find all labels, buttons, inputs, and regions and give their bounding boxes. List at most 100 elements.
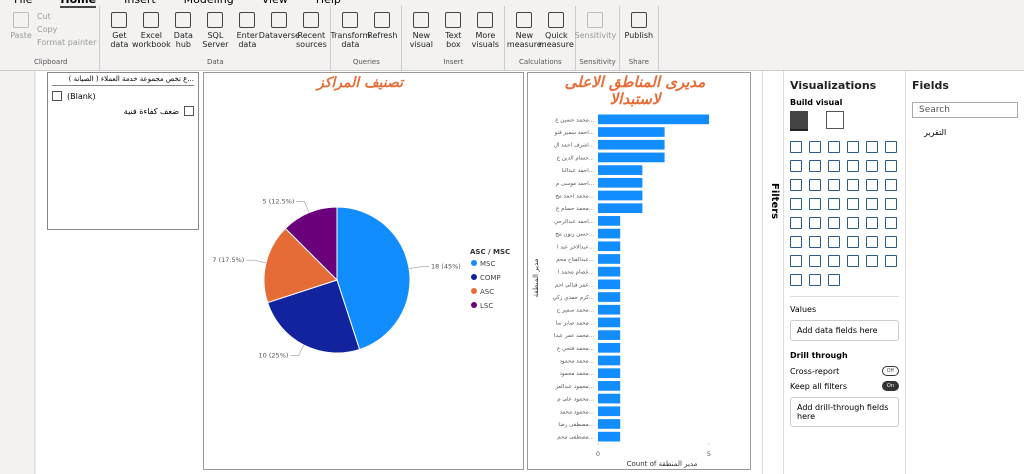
filters-title[interactable]: Filters — [769, 183, 780, 220]
search-box[interactable]: Search — [912, 102, 1018, 118]
ribbon-group: Get data Excel workbook Data hub SQL Server… — [100, 6, 332, 70]
visual-icon[interactable] — [828, 274, 840, 286]
visual-icon[interactable] — [885, 160, 897, 172]
visual-icon[interactable] — [885, 255, 897, 267]
ribbon-button[interactable]: Dataverse — [259, 6, 300, 40]
visual-icon[interactable] — [847, 141, 859, 153]
ribbon-button[interactable]: New visual — [406, 6, 436, 49]
button-label: New visual — [409, 31, 434, 49]
ribbon-button[interactable]: Enter data — [232, 6, 262, 49]
visual-icon[interactable] — [866, 236, 878, 248]
y-tick-label: محمود علي م... — [557, 397, 594, 403]
toggle[interactable]: On — [881, 381, 899, 391]
slicer-item[interactable]: (Blank) — [52, 91, 194, 101]
ribbon-tab[interactable]: View — [262, 0, 288, 8]
field-table[interactable]: التقرير — [924, 128, 947, 137]
visual-icon[interactable] — [885, 198, 897, 210]
ribbon-tab[interactable]: Help — [316, 0, 341, 8]
ribbon-button[interactable]: More visuals — [470, 6, 500, 49]
x-tick-label: 5 — [707, 450, 711, 458]
visual-icon[interactable] — [847, 160, 859, 172]
ribbon-button[interactable]: SQL Server — [200, 6, 230, 49]
visual-icon[interactable] — [809, 255, 821, 267]
visual-icon[interactable] — [790, 160, 802, 172]
slicer-label: ضعف كفاءة فنية — [123, 106, 179, 116]
pane-title: Visualizations — [790, 79, 877, 92]
y-tick-label: حسام الدين ع... — [557, 155, 594, 161]
ribbon-button[interactable]: Excel workbook — [132, 6, 171, 49]
visual-icon[interactable] — [828, 141, 840, 153]
visual-icon[interactable] — [885, 217, 897, 229]
bar — [598, 152, 665, 163]
ribbon-button[interactable]: Publish — [624, 6, 654, 40]
visual-icon[interactable] — [809, 141, 821, 153]
visual-icon[interactable] — [809, 160, 821, 172]
ribbon-button[interactable]: Transform data — [330, 6, 370, 49]
visual-icon[interactable] — [847, 217, 859, 229]
ribbon-button[interactable]: Quick measure — [539, 6, 574, 49]
visual-icon[interactable] — [885, 236, 897, 248]
visual-icon[interactable] — [828, 198, 840, 210]
ribbon-tab[interactable]: File — [14, 0, 32, 8]
ribbon-tab[interactable]: Modeling — [184, 0, 234, 8]
ribbon-group: New visual Text box More visuals Insert — [402, 6, 506, 70]
visual-icon[interactable] — [790, 179, 802, 191]
visual-icon[interactable] — [866, 198, 878, 210]
visual-icon[interactable] — [847, 255, 859, 267]
ribbon-button[interactable]: Recent sources — [296, 6, 327, 49]
ribbon-button[interactable]: Refresh — [367, 6, 397, 40]
slicer-item[interactable]: ضعف كفاءة فنية — [52, 106, 194, 116]
visual-icon[interactable] — [828, 160, 840, 172]
visual-icon[interactable] — [866, 141, 878, 153]
visual-icon[interactable] — [885, 179, 897, 191]
ribbon-button[interactable]: New measure — [507, 6, 542, 49]
visual-icon[interactable] — [809, 236, 821, 248]
visual-icon[interactable] — [866, 217, 878, 229]
ribbon-button[interactable]: Get data — [104, 6, 134, 49]
visual-icon[interactable] — [790, 141, 802, 153]
small-buttons: Cut Copy Format painter — [37, 12, 96, 47]
visual-icon[interactable] — [809, 198, 821, 210]
toggle[interactable]: Off — [881, 366, 899, 376]
visual-icon[interactable] — [790, 274, 802, 286]
visual-icon[interactable] — [809, 179, 821, 191]
visual-icon[interactable] — [885, 141, 897, 153]
ribbon-tab[interactable]: Insert — [124, 0, 156, 8]
visual-icon[interactable] — [828, 236, 840, 248]
visual-icon[interactable] — [847, 198, 859, 210]
bar — [598, 114, 709, 125]
visual-icon[interactable] — [828, 179, 840, 191]
visual-icon[interactable] — [790, 255, 802, 267]
visual-icon[interactable] — [866, 255, 878, 267]
visual-icon[interactable] — [828, 255, 840, 267]
visual-icon[interactable] — [790, 198, 802, 210]
y-tick-label: محمد محمود... — [559, 359, 594, 365]
ribbon-group: Paste Cut Copy Format painter Clipboard — [2, 6, 101, 70]
visual-icon[interactable] — [828, 217, 840, 229]
checkbox — [52, 91, 62, 101]
visual-icon[interactable] — [809, 274, 821, 286]
visual-icon[interactable] — [790, 217, 802, 229]
y-tick-label: محمد احمد مح... — [555, 194, 594, 200]
button-label: Transform data — [330, 31, 371, 49]
visual-icon[interactable] — [809, 217, 821, 229]
ribbon-button[interactable]: Sensitivity — [575, 6, 616, 40]
visual-icon[interactable] — [847, 236, 859, 248]
visual-icon[interactable] — [866, 160, 878, 172]
visual-icon[interactable] — [790, 236, 802, 248]
visual-icon[interactable] — [847, 179, 859, 191]
ribbon-button[interactable]: Cut — [37, 12, 51, 21]
visual-icon[interactable] — [866, 179, 878, 191]
ribbon-button[interactable]: Copy — [37, 25, 58, 34]
y-tick-label: محمد صابر سا... — [555, 320, 594, 326]
ribbon-button[interactable]: Text box — [438, 6, 468, 49]
ribbon-button[interactable]: Data hub — [168, 6, 198, 49]
ribbon-tab[interactable]: Home — [60, 0, 97, 8]
build-tab[interactable] — [790, 111, 808, 131]
ribbon-groups: Paste Cut Copy Format painter Clipboard Get d… — [2, 6, 659, 70]
ribbon-group: New measure Quick measure Calculations — [505, 6, 577, 70]
toggle-row: Keep all filters On — [790, 381, 899, 391]
ribbon-button[interactable]: Format painter — [37, 38, 97, 47]
ribbon-button[interactable]: Paste — [6, 6, 36, 40]
format-tab[interactable] — [826, 111, 844, 129]
